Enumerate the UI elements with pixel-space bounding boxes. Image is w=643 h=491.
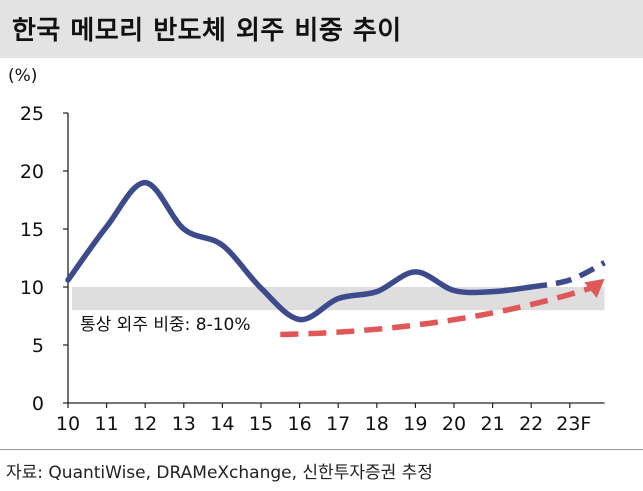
y-tick-label: 0: [32, 393, 44, 415]
x-tick-label: 23F: [556, 413, 591, 435]
axes: [63, 112, 605, 408]
y-tick-label: 10: [20, 277, 44, 299]
forecast-line: [530, 260, 606, 290]
x-tick-label: 21: [481, 413, 505, 435]
actual-line: [65, 179, 534, 323]
x-tick-label: 10: [56, 413, 80, 435]
x-tick-label: 22: [519, 413, 543, 435]
source-note: 자료: QuantiWise, DRAMeXchange, 신한투자증권 추정: [6, 463, 433, 483]
x-tick-label: 16: [288, 413, 312, 435]
x-tick-label: 18: [365, 413, 389, 435]
x-tick-label: 14: [210, 413, 234, 435]
y-unit-label: (%): [8, 66, 37, 86]
chart-title: 한국 메모리 반도체 외주 비중 추이: [12, 16, 402, 46]
x-tick-label: 17: [326, 413, 350, 435]
trend-arrow-line: [280, 284, 596, 338]
bottom-divider: [0, 449, 643, 450]
x-tick-label: 12: [133, 413, 157, 435]
band-annotation: 통상 외주 비중: 8-10%: [80, 315, 251, 335]
x-tick-label: 20: [442, 413, 466, 435]
series-lines: [65, 179, 606, 323]
title-bar: 한국 메모리 반도체 외주 비중 추이: [0, 0, 643, 58]
x-tick-label: 15: [249, 413, 273, 435]
x-tick-label: 19: [403, 413, 427, 435]
y-tick-label: 15: [20, 219, 44, 241]
y-tick-label: 25: [20, 103, 44, 125]
tick-labels: 0 5 10 15 20 25 10 11 12 13 14 15 16 17 18 19 20 21 22 23F: [20, 103, 592, 435]
y-tick-label: 5: [32, 335, 44, 357]
trend-arrow-head: [584, 278, 605, 298]
x-tick-label: 13: [172, 413, 196, 435]
y-tick-label: 20: [20, 161, 44, 183]
x-tick-label: 11: [95, 413, 119, 435]
